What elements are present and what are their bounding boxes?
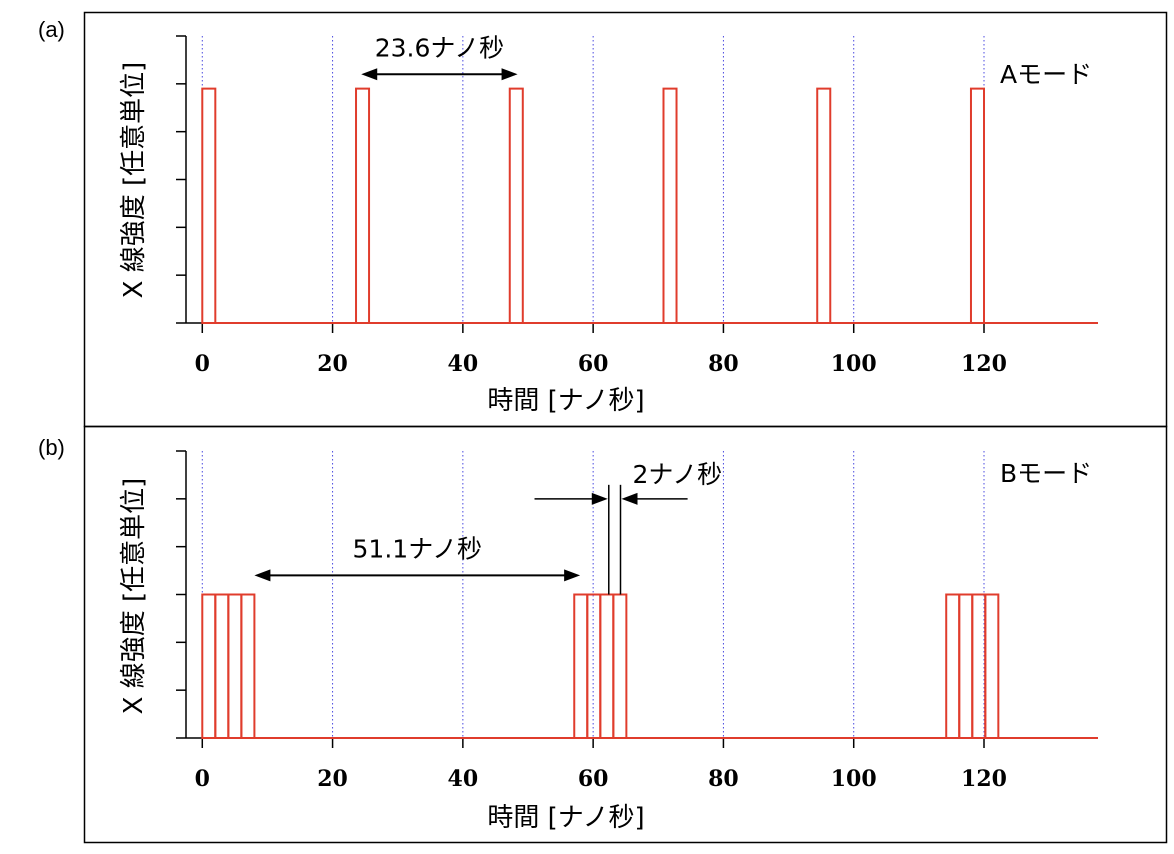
- x-tick-label: 100: [831, 351, 877, 377]
- x-axis-title-a: 時間 [ナノ秒]: [487, 386, 644, 416]
- x-tick-label: 20: [317, 351, 348, 377]
- annotation-arrowhead: [564, 569, 581, 582]
- x-tick-label: 80: [708, 351, 739, 377]
- panel-b-label: (b): [38, 435, 65, 460]
- x-tick-label: 120: [961, 351, 1007, 377]
- annotation-arrowhead: [361, 68, 378, 81]
- annotation-label: 2ナノ秒: [633, 460, 723, 489]
- mode-label-a: Aモード: [1000, 60, 1092, 89]
- annotation-arrowhead: [621, 492, 638, 505]
- plot-a-gridlines: [201, 36, 985, 323]
- annotation-arrowhead: [591, 492, 608, 505]
- plot-a-series: [201, 87, 1098, 324]
- plot-a: 0 20 40 60 80 100 120 23.6ナノ秒 Aモード 時間 [ナノ秒] X …: [119, 33, 1098, 416]
- plot-a-axes: 0 20 40 60 80 100 120: [176, 35, 1098, 377]
- x-tick-label: 40: [448, 351, 479, 377]
- pulse: [984, 593, 1000, 739]
- x-tick-label: 60: [578, 766, 609, 792]
- pulse: [971, 593, 987, 739]
- plot-b-series: [201, 593, 1098, 739]
- y-axis-title-a: X 線強度 [任意単位]: [119, 62, 149, 299]
- pulse: [816, 87, 832, 324]
- x-axis-title-b: 時間 [ナノ秒]: [487, 803, 644, 833]
- pulse: [240, 593, 256, 739]
- pulse: [214, 593, 230, 739]
- plot-a-annotations: 23.6ナノ秒: [361, 33, 518, 81]
- panel-a-label: (a): [38, 17, 65, 42]
- panel-b-frame: [83, 425, 1168, 844]
- pulse: [201, 87, 217, 324]
- x-tick-label: 100: [831, 766, 877, 792]
- mode-label-b: Bモード: [1000, 459, 1092, 488]
- pulse: [227, 593, 243, 739]
- x-tick-label: 80: [708, 766, 739, 792]
- pulse: [508, 87, 524, 324]
- pulse: [969, 87, 986, 324]
- x-tick-label: 40: [448, 766, 479, 792]
- plot-b-annotations: 51.1ナノ秒 2ナノ秒: [254, 460, 722, 595]
- x-tick-label: 20: [317, 766, 348, 792]
- pulse: [945, 593, 961, 739]
- pulse: [573, 593, 589, 739]
- annotation-label: 51.1ナノ秒: [353, 534, 482, 563]
- annotation-arrowhead: [254, 569, 271, 582]
- x-tick-label: 120: [961, 766, 1007, 792]
- pulse: [612, 593, 628, 739]
- pulse: [662, 87, 678, 324]
- annotation-arrowhead: [501, 68, 518, 81]
- annotation-label: 23.6ナノ秒: [375, 33, 504, 62]
- plot-b: 0 20 40 60 80 100 120 51.1ナノ秒 2ナノ秒 Bモード 時間 [ナノ秒…: [119, 450, 1098, 833]
- pulse: [599, 593, 615, 739]
- x-tick-label: 0: [195, 766, 210, 792]
- x-tick-label: 0: [195, 351, 210, 377]
- pulse: [958, 593, 974, 739]
- pulse: [355, 87, 371, 324]
- pulse: [201, 593, 217, 739]
- y-axis-title-b: X 線強度 [任意単位]: [119, 478, 149, 715]
- pulse: [586, 593, 602, 739]
- x-tick-label: 60: [578, 351, 609, 377]
